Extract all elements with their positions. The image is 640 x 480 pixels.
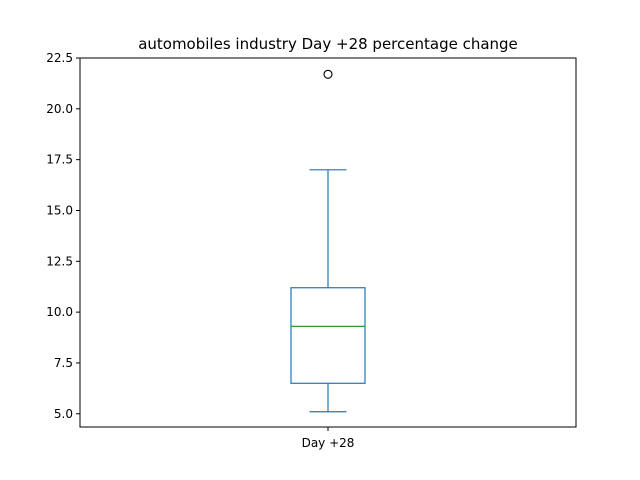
- y-tick-label: 17.5: [46, 153, 73, 167]
- y-tick-label: 12.5: [46, 254, 73, 268]
- y-tick-label: 10.0: [46, 305, 73, 319]
- chart-title: automobiles industry Day +28 percentage …: [138, 35, 518, 53]
- x-axis: Day +28: [302, 427, 355, 450]
- outlier-point: [323, 69, 333, 79]
- y-tick-label: 15.0: [46, 203, 73, 217]
- y-tick-label: 20.0: [46, 102, 73, 116]
- y-tick-label: 5.0: [54, 407, 73, 421]
- plot-area: [290, 69, 366, 413]
- x-tick-label: Day +28: [302, 436, 355, 450]
- y-tick-label: 22.5: [46, 51, 73, 65]
- y-tick-label: 7.5: [54, 356, 73, 370]
- axes-frame: [79, 57, 577, 428]
- y-axis: 5.0 7.5 10.0 12.5 15.0 17.5 20.0 22.5: [46, 51, 80, 421]
- iqr-box: [290, 287, 366, 384]
